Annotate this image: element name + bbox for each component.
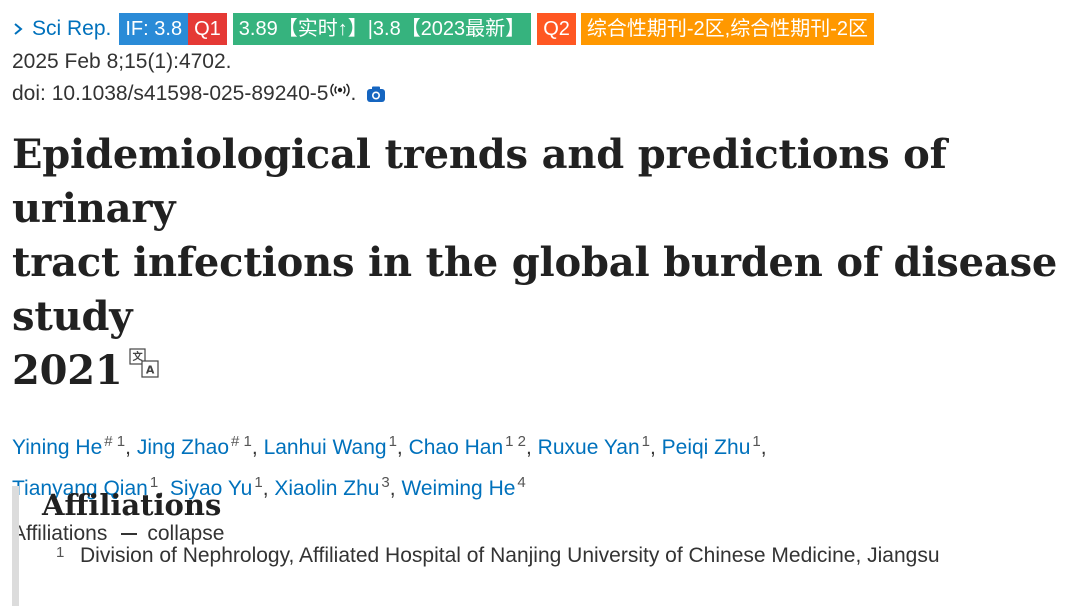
citation-date: 2025 Feb 8;15(1):4702. [12,50,232,73]
article-title-line-3: 2021 [12,347,123,394]
journal-line: Sci Rep. IF: 3.8 Q1 3.89【实时↑】|3.8【2023最新… [12,12,1068,46]
journal-link[interactable]: Sci Rep. [12,17,111,41]
author-affiliation-ref[interactable]: 1 2 [505,433,526,450]
affiliations-toggle[interactable]: Affiliations collapse [12,522,1068,546]
author-affiliation-ref[interactable]: 1 [149,474,159,491]
affiliations-heading: Affiliations [42,488,222,522]
author-link[interactable]: Weiming He [401,477,516,500]
author-link[interactable]: Peiqi Zhu [661,436,751,459]
collapse-button[interactable]: collapse [121,522,224,546]
author-link[interactable]: Ruxue Yan [537,436,640,459]
author-affiliation-ref[interactable]: 4 [517,474,526,491]
author-link[interactable]: Jing Zhao [136,436,230,459]
author-affiliation-ref[interactable]: 1 [752,433,761,450]
camera-icon[interactable] [366,85,386,103]
author-affiliation-ref[interactable]: # 1 [104,433,126,450]
svg-text:A: A [145,364,154,377]
article-title: Epidemiological trends and predictions o… [12,128,1068,398]
author-affiliation-ref[interactable]: 1 [388,433,397,450]
svg-text:文: 文 [132,350,143,363]
doi-suffix: . [350,82,357,105]
author-link[interactable]: Xiaolin Zhu [274,477,380,500]
journal-name: Sci Rep. [32,17,112,40]
author-link[interactable]: Lanhui Wang [263,436,387,459]
author-affiliation-ref[interactable]: 1 [254,474,263,491]
author-affiliation-ref[interactable]: 3 [381,474,390,491]
author-link[interactable]: Chao Han [408,436,504,459]
realtime-if-badge[interactable]: 3.89【实时↑】|3.8【2023最新】 [232,13,532,45]
author-link[interactable]: Yining He [12,436,103,459]
doi-line: doi: 10.1038/s41598-025-89240-5 . [12,78,1068,110]
minus-icon [121,533,138,535]
quartile-2-badge[interactable]: Q2 [537,13,576,45]
author-affiliation-ref[interactable]: # 1 [231,433,252,450]
affiliation-text: Division of Nephrology, Affiliated Hospi… [80,544,940,567]
translate-icon[interactable]: 文 A [128,348,159,378]
affiliation-number: 1 [56,544,65,561]
collapse-label: collapse [147,522,225,545]
doi-text[interactable]: doi: 10.1038/s41598-025-89240-5 [12,82,329,105]
category-badge[interactable]: 综合性期刊-2区,综合性期刊-2区 [580,13,874,45]
affiliation-item: 1 Division of Nephrology, Affiliated Hos… [19,544,1079,568]
impact-factor-badge[interactable]: IF: 3.8 [119,13,189,45]
article-title-line-1: Epidemiological trends and predictions o… [12,131,947,232]
quartile-1-badge[interactable]: Q1 [188,13,227,45]
chevron-right-icon [14,23,23,35]
signal-icon[interactable] [330,83,351,97]
author-list: Yining He # 1, Jing Zhao # 1, Lanhui Wang 1… [12,433,767,500]
author-link[interactable]: Tianyang Qian [12,477,148,500]
article-title-line-2: tract infections in the global burden of… [12,239,1058,340]
author-affiliation-ref[interactable]: 1 [641,433,650,450]
affiliations-panel: Affiliations 1 Division of Nephrology, A… [12,486,1079,606]
author-link[interactable]: Siyao Yu [169,477,253,500]
affiliations-toggle-label: Affiliations [12,522,108,545]
